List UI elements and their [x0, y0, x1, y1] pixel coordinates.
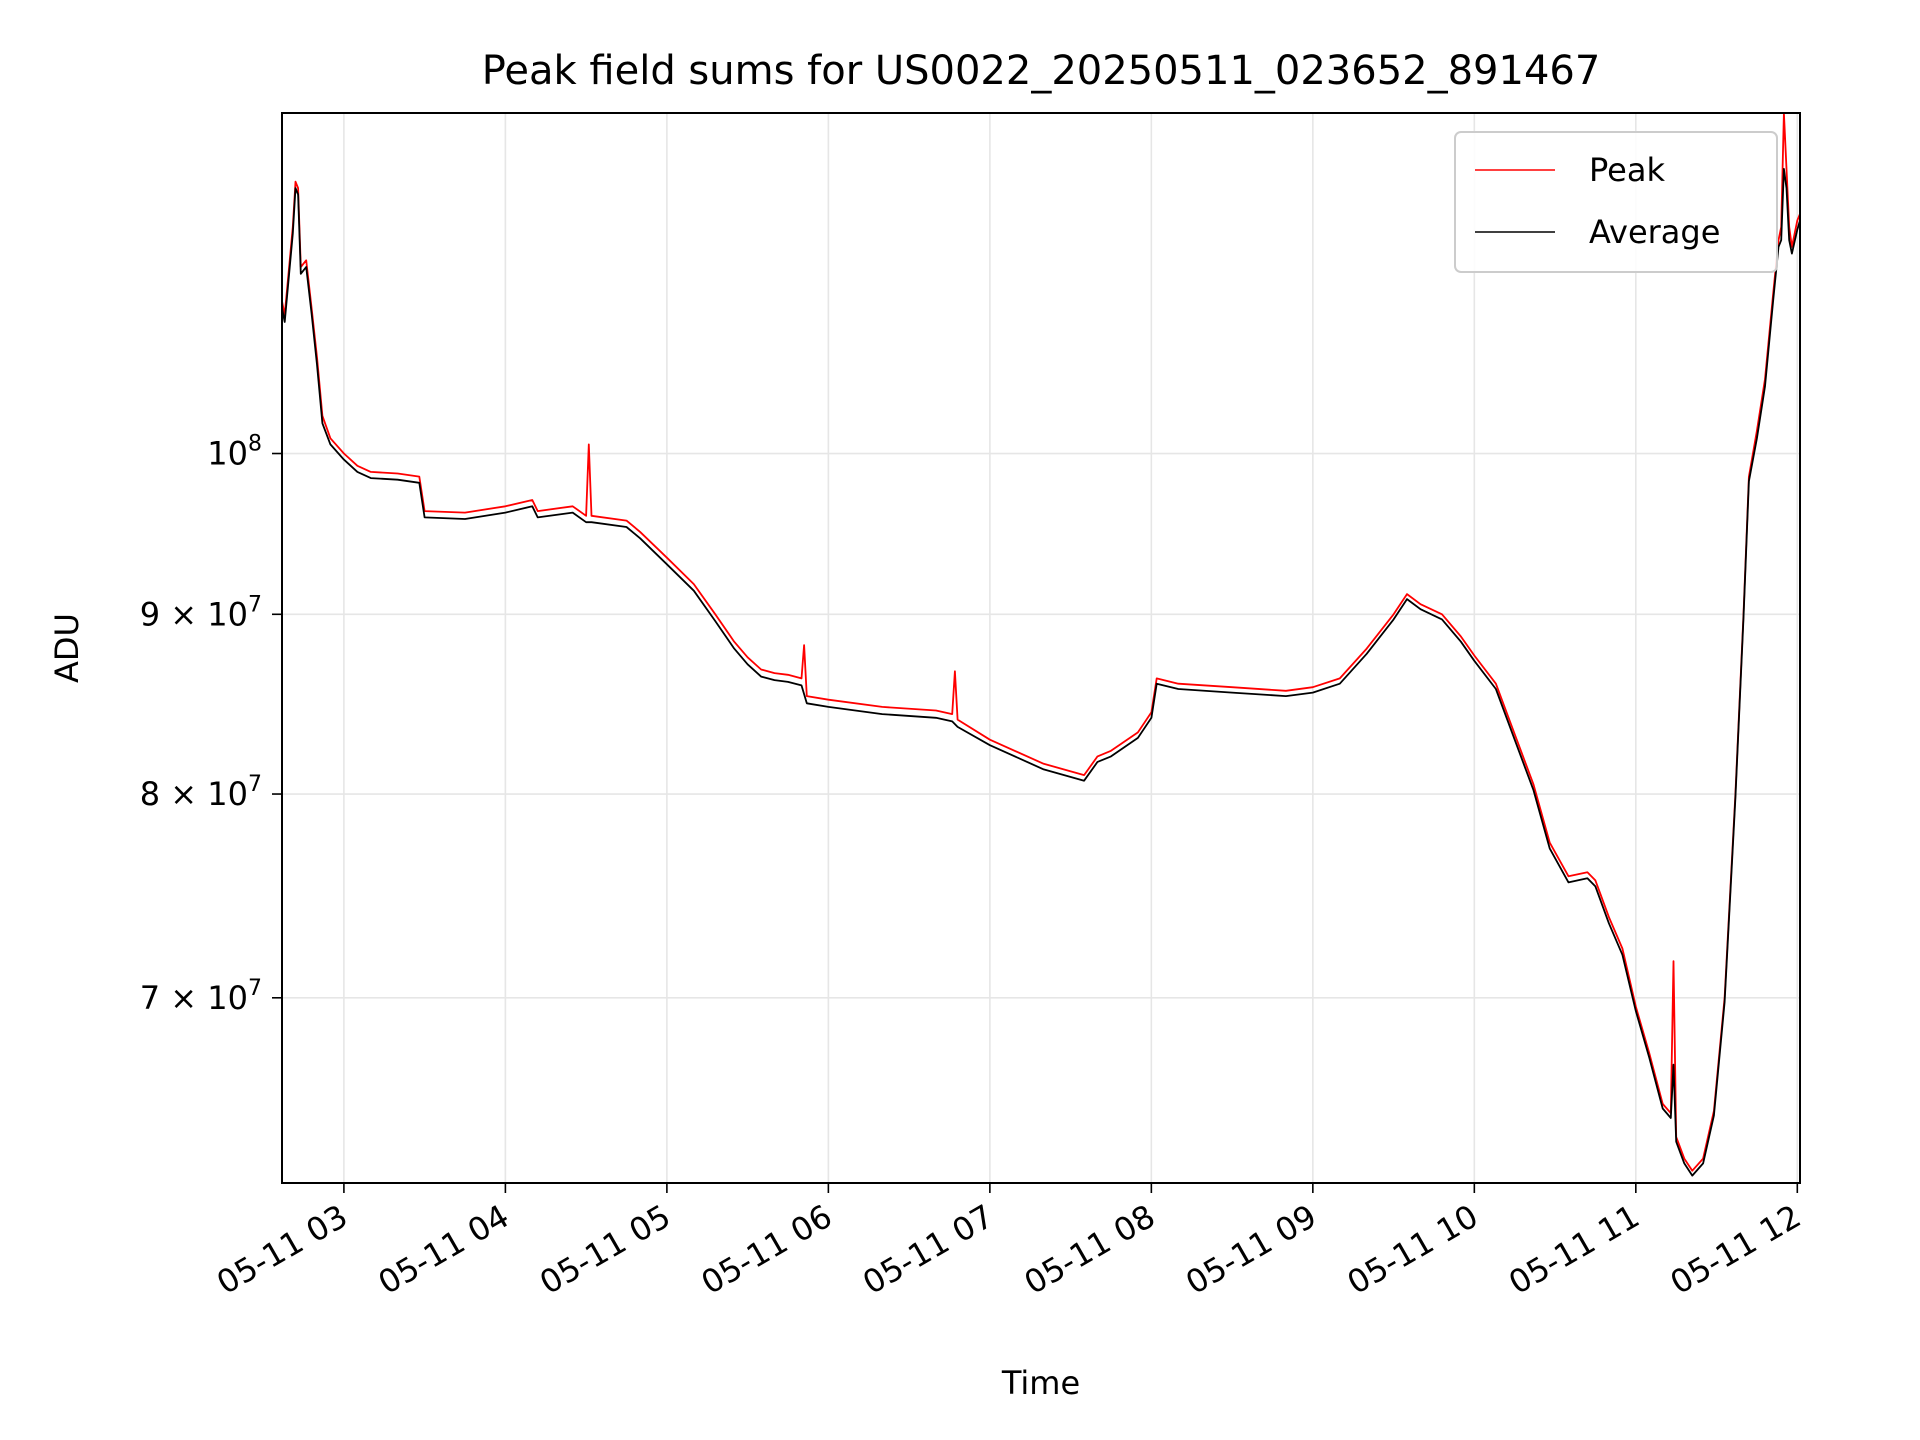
y-axis-label: ADU: [48, 613, 86, 683]
series-layer: [281, 112, 1801, 1177]
series-line-peak: [281, 112, 1801, 1172]
legend-label-peak: Peak: [1589, 151, 1665, 189]
y-tick-label: 8 × 107: [140, 772, 262, 813]
y-tick-label: 9 × 107: [140, 592, 262, 633]
grid: [282, 113, 1800, 1183]
legend: Peak Average: [1454, 131, 1778, 273]
legend-label-average: Average: [1589, 213, 1720, 251]
legend-box: [1454, 131, 1778, 273]
plot-frame: [281, 112, 1801, 1184]
series-line-average: [281, 168, 1801, 1177]
y-tick-label: 7 × 107: [140, 976, 262, 1017]
x-axis-label: Time: [1001, 1364, 1080, 1402]
chart-title: Peak field sums for US0022_20250511_0236…: [482, 48, 1601, 94]
